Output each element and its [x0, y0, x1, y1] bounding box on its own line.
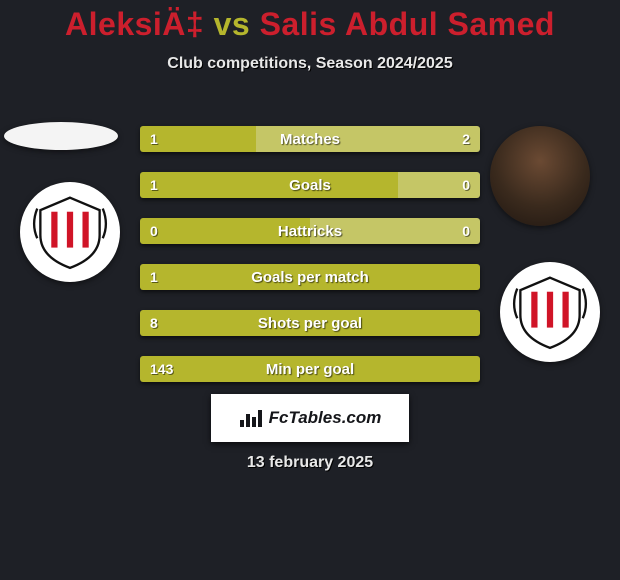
- stat-row-matches: 12Matches: [140, 126, 480, 152]
- stat-label: Goals: [140, 172, 480, 198]
- player2-avatar: [490, 126, 590, 226]
- page-title: AleksiÄ‡ vs Salis Abdul Samed: [0, 0, 620, 43]
- club2-badge: [500, 262, 600, 362]
- fctables-logo[interactable]: FcTables.com: [211, 394, 409, 442]
- player1-avatar: [4, 122, 118, 150]
- stat-row-goals: 10Goals: [140, 172, 480, 198]
- stat-label: Hattricks: [140, 218, 480, 244]
- stat-label: Shots per goal: [140, 310, 480, 336]
- stat-label: Goals per match: [140, 264, 480, 290]
- stat-label: Matches: [140, 126, 480, 152]
- stat-row-hattricks: 00Hattricks: [140, 218, 480, 244]
- stats-bars: 12Matches 10Goals 00Hattricks 1Goals per ma…: [140, 126, 480, 402]
- subtitle: Club competitions, Season 2024/2025: [0, 55, 620, 73]
- fctables-label: FcTables.com: [269, 408, 382, 428]
- stat-row-min-per-goal: 143Min per goal: [140, 356, 480, 382]
- stat-row-goals-per-match: 1Goals per match: [140, 264, 480, 290]
- club1-badge: [20, 182, 120, 282]
- stat-row-shots-per-goal: 8Shots per goal: [140, 310, 480, 336]
- stat-label: Min per goal: [140, 356, 480, 382]
- title-player1: AleksiÄ‡: [65, 6, 204, 42]
- title-player2: Salis Abdul Samed: [260, 6, 555, 42]
- title-vs: vs: [204, 6, 259, 42]
- date-label: 13 february 2025: [0, 454, 620, 472]
- chart-icon: [239, 408, 265, 428]
